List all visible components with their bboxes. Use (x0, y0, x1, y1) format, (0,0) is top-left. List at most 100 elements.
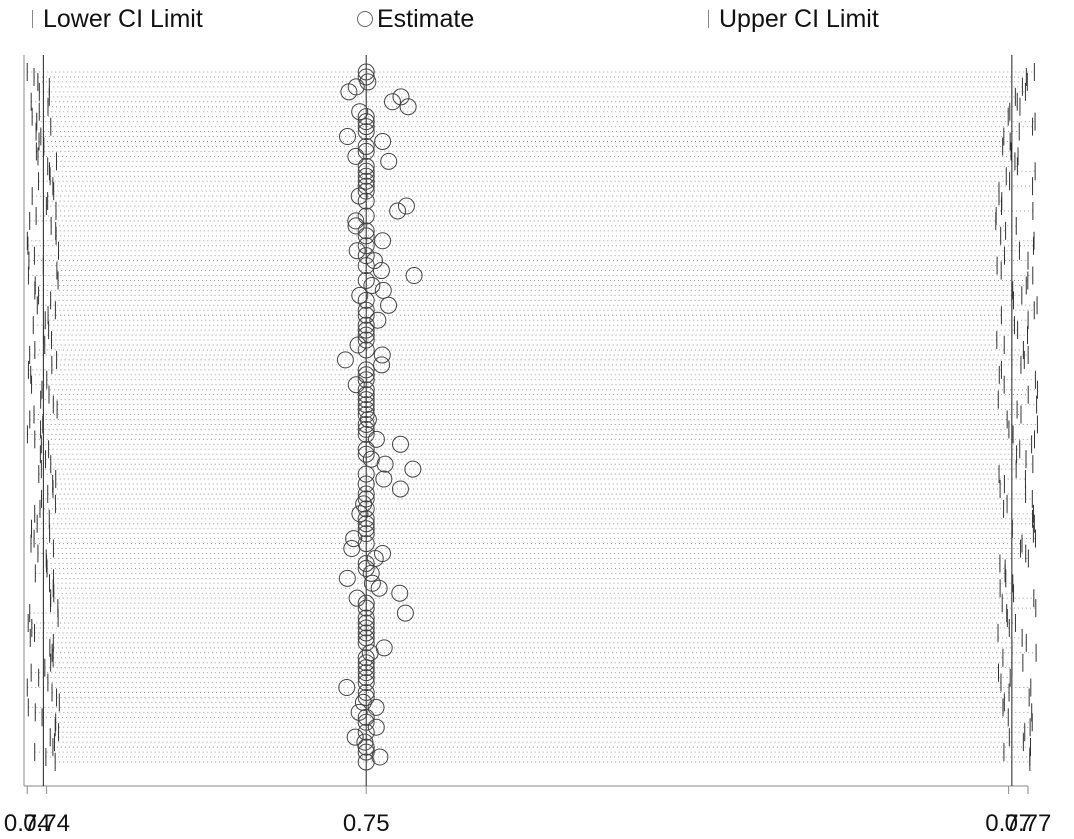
estimate-point (373, 356, 391, 374)
estimate-point (357, 341, 375, 359)
estimate-point (357, 664, 375, 682)
estimate-point (347, 217, 365, 235)
x-ticks: 0.740.74 0.75 0.770.77 (4, 786, 1051, 837)
x-tick-label: 0.77 (1005, 810, 1052, 837)
estimate-point (347, 147, 365, 165)
estimate-point (357, 321, 375, 339)
legend-lower-label: Lower CI Limit (43, 5, 203, 33)
estimate-point (391, 584, 409, 602)
axes (23, 55, 1028, 787)
estimate-point (355, 495, 373, 513)
reference-lines (42, 55, 1013, 786)
legend-lower-marker (32, 10, 33, 28)
estimate-point (357, 123, 375, 141)
legend-item-upper[interactable]: Upper CI Limit (708, 4, 879, 34)
estimate-point (357, 301, 375, 319)
estimate-point (347, 212, 365, 230)
estimate-point (357, 172, 375, 190)
estimate-point (357, 609, 375, 627)
estimate-point (357, 475, 375, 493)
estimate-point (380, 152, 398, 170)
estimate-point (380, 296, 398, 314)
estimate-point (357, 624, 375, 642)
estimate-point (357, 420, 375, 438)
legend-upper-marker (708, 10, 709, 28)
estimate-point (357, 520, 375, 538)
estimate-point (347, 376, 365, 394)
estimate-point (357, 659, 375, 677)
estimate-point (357, 594, 375, 612)
estimate-point (357, 396, 375, 414)
estimate-point (357, 485, 375, 503)
estimate-point (345, 530, 363, 548)
estimate-point (357, 738, 375, 756)
estimate-point (397, 197, 415, 215)
legend-item-lower[interactable]: Lower CI Limit (32, 4, 203, 34)
estimate-point (367, 718, 385, 736)
estimate-point (399, 98, 417, 116)
estimate-point (357, 425, 375, 443)
estimate-point (357, 654, 375, 672)
estimate-point (367, 698, 385, 716)
estimate-point (349, 336, 367, 354)
upper-ci-marks (995, 63, 1038, 771)
estimate-point (343, 540, 361, 558)
estimate-point (357, 554, 375, 572)
estimate-point (357, 157, 375, 175)
estimate-point (363, 276, 381, 294)
estimate-point (357, 137, 375, 155)
estimate-point (357, 674, 375, 692)
x-tick-label: 0.74 (4, 810, 51, 837)
estimate-point (376, 455, 394, 473)
estimate-point (357, 688, 375, 706)
estimate-point (384, 93, 402, 111)
estimate-point (367, 430, 385, 448)
estimate-point (373, 346, 391, 364)
estimate-point (357, 490, 375, 508)
estimate-point (357, 306, 375, 324)
estimate-point (362, 564, 380, 582)
estimate-point (357, 649, 375, 667)
estimate-point (404, 460, 422, 478)
legend: Lower CI Limit Estimate Upper CI Limit (0, 0, 1074, 40)
estimate-point (338, 128, 356, 146)
estimate-point (357, 445, 375, 463)
estimate-point (357, 227, 375, 245)
estimate-point (357, 401, 375, 419)
estimate-point (357, 113, 375, 131)
estimate-point (338, 569, 356, 587)
estimate-point (389, 202, 407, 220)
estimate-point (357, 247, 375, 265)
estimate-point (357, 366, 375, 384)
estimate-point (370, 579, 388, 597)
estimate-point (351, 286, 369, 304)
estimate-point (357, 669, 375, 687)
estimate-point (363, 574, 381, 592)
x-tick-label: 0.77 (985, 810, 1032, 837)
estimate-point (357, 415, 375, 433)
estimate-point (357, 316, 375, 334)
estimate-point (357, 510, 375, 528)
estimate-point (357, 614, 375, 632)
estimate-point (336, 351, 354, 369)
estimate-point (357, 142, 375, 160)
estimate-point (357, 515, 375, 533)
estimate-point (351, 103, 369, 121)
estimate-point (357, 371, 375, 389)
estimate-point (357, 63, 375, 81)
estimate-point (359, 73, 377, 91)
estimate-point (374, 281, 392, 299)
estimate-point (357, 271, 375, 289)
interval-dotted-lines (27, 71, 1038, 763)
estimate-point (357, 207, 375, 225)
estimate-point (348, 589, 366, 607)
estimate-point (357, 723, 375, 741)
legend-estimate-label: Estimate (377, 5, 475, 33)
legend-item-estimate[interactable]: Estimate (357, 4, 474, 34)
estimate-point (357, 192, 375, 210)
estimate-point (338, 679, 356, 697)
estimate-point (357, 167, 375, 185)
estimate-point (357, 291, 375, 309)
estimate-point (346, 728, 364, 746)
